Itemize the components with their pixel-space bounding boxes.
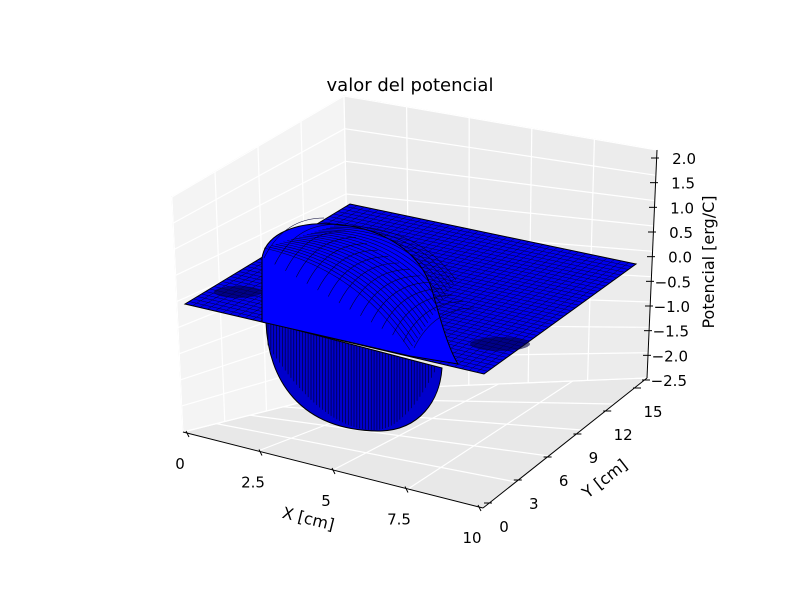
x-tick-label: 10	[462, 529, 481, 547]
x-tick-label: 2.5	[241, 474, 265, 492]
y-tick-label: 0	[499, 518, 509, 536]
surface-dome-mesh	[263, 217, 475, 351]
z-tick-label: 2.0	[672, 150, 696, 168]
z-axis-ticks: −2.5 −2.0 −1.5 −1.0 −0.5 0.0 0.5 1.0 1.5 2.0	[642, 150, 696, 390]
x-tick-mark	[477, 504, 482, 512]
y-tick-label: 12	[614, 426, 633, 444]
surface-plot	[183, 203, 638, 432]
y-tick-label: 6	[559, 472, 569, 490]
z-axis-line	[646, 149, 658, 379]
x-tick-mark	[258, 449, 263, 456]
surface-dip-left	[214, 286, 262, 298]
x-tick-mark	[185, 430, 190, 438]
y-axis-ticks: 0 3 6 9 12 15	[484, 387, 663, 536]
z-tick-label: 1.0	[670, 199, 694, 217]
x-tick-label: 7.5	[387, 511, 411, 529]
surface-dip-right	[470, 337, 530, 351]
z-tick-label: −0.5	[655, 273, 691, 291]
chart-title: valor del potencial	[327, 75, 494, 96]
x-tick-label: 5	[321, 492, 331, 510]
z-tick-label: −1.0	[654, 298, 690, 316]
y-axis-line	[482, 377, 648, 509]
x-tick-mark	[404, 486, 409, 493]
z-tick-label: 0.5	[669, 224, 693, 242]
z-tick-label: −2.0	[652, 347, 688, 365]
y-axis-label: Y [cm]	[578, 455, 631, 502]
z-tick-label: −2.5	[651, 372, 687, 390]
x-tick-mark	[331, 467, 336, 475]
z-tick-label: 0.0	[668, 249, 692, 267]
y-tick-label: 15	[643, 403, 662, 421]
x-tick-label: 0	[175, 455, 185, 473]
z-tick-label: −1.5	[653, 323, 689, 341]
y-tick-label: 3	[529, 495, 539, 513]
z-axis-label: Potencial [erg/C]	[699, 195, 718, 328]
surface-bowl-mesh	[267, 322, 435, 430]
y-tick-label: 9	[589, 449, 599, 467]
x-axis-ticks: 0 2.5 5 7.5 10	[175, 430, 482, 547]
z-tick-label: 1.5	[671, 175, 695, 193]
